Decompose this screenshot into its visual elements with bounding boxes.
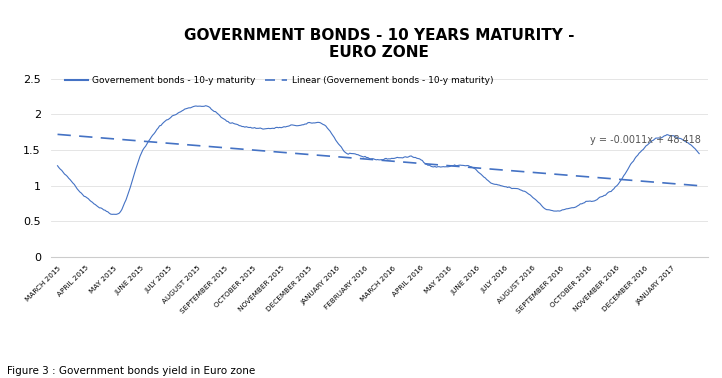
Text: Figure 3 : Government bonds yield in Euro zone: Figure 3 : Government bonds yield in Eur… (7, 366, 256, 376)
Text: y = -0.0011x + 48.418: y = -0.0011x + 48.418 (590, 135, 701, 145)
Title: GOVERNMENT BONDS - 10 YEARS MATURITY -
EURO ZONE: GOVERNMENT BONDS - 10 YEARS MATURITY - E… (184, 28, 574, 60)
Legend: Governement bonds - 10-y maturity, Linear (Governement bonds - 10-y maturity): Governement bonds - 10-y maturity, Linea… (61, 73, 497, 89)
